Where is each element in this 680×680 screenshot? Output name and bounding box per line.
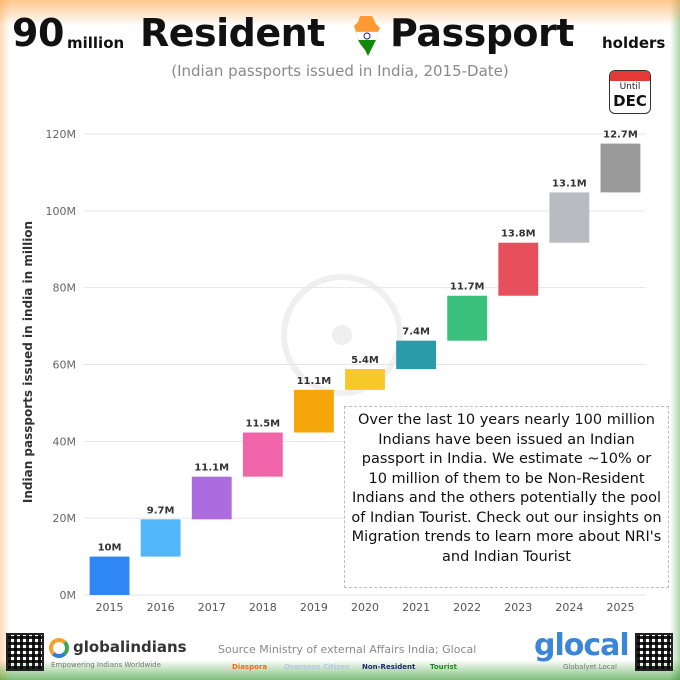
x-tick-labels: 2015 2016 2017 2018 2019 2020 2021 2022 2023 2024… [96,601,635,614]
bar-2023 [498,242,539,296]
calendar-month: DEC [613,92,647,110]
y-tick-label: 0M [60,589,77,602]
y-tick-label: 60M [53,359,77,372]
brand-left-tagline: Empowering Indians Worldwide [51,661,161,669]
india-map-flag-icon [354,16,380,56]
x-tick-label: 2021 [402,601,430,614]
y-tick-label: 20M [53,512,77,525]
bar-value-label: 13.1M [552,178,587,189]
brand-left-name: globalindians [73,638,187,656]
bar-value-label: 11.1M [297,376,332,387]
x-tick-label: 2018 [249,601,277,614]
x-tick-label: 2020 [351,601,379,614]
insight-text-box: Over the last 10 years nearly 100 millio… [344,406,669,588]
bar-value-label: 11.1M [194,463,229,474]
title-word-resident: Resident [140,11,325,55]
bar-2019 [293,389,334,433]
bar-2025 [600,143,641,193]
x-tick-label: 2025 [606,601,634,614]
bar-2017 [191,476,232,520]
title-unit: million [67,34,125,52]
bar-value-label: 5.4M [351,355,379,366]
x-tick-label: 2019 [300,601,328,614]
brand-right-logo: glocal [534,628,630,663]
y-tick-label: 120M [46,128,77,141]
bar-2024 [549,192,590,243]
subtitle: (Indian passports issued in India, 2015-… [171,62,509,80]
bar-value-label: 9.7M [147,505,175,516]
globalindians-logo-icon [49,638,69,658]
brand-right-tagline: Globalyet Local [563,663,617,671]
x-tick-label: 2016 [147,601,175,614]
bar-value-label: 13.8M [501,229,536,240]
x-tick-label: 2024 [555,601,583,614]
legend-non-resident: Non-Resident [362,663,416,671]
x-tick-label: 2017 [198,601,226,614]
chakra-watermark [281,274,403,396]
bar-value-label: 7.4M [402,327,430,338]
qr-code-icon [6,633,44,671]
y-tick-label: 80M [53,282,77,295]
calendar-until: Until [619,82,641,92]
calendar-header [610,71,650,81]
bar-value-label: 11.7M [450,282,485,293]
title-tail: holders [602,34,666,52]
bar-2016 [140,519,181,557]
calendar-icon: Until DEC [609,70,651,114]
bar-value-label: 11.5M [246,418,281,429]
legend-diaspora: Diaspora [232,663,268,671]
y-tick-label: 40M [53,435,77,448]
title-number: 90 [12,11,64,55]
qr-code-icon-right [635,633,673,671]
x-tick-label: 2023 [504,601,532,614]
legend-tourist: Tourist [430,663,458,671]
bar-2018 [242,432,283,477]
bars [89,143,641,595]
bar-2022 [447,295,488,341]
bar-value-label: 10M [98,543,122,554]
y-tick-labels: 0M 20M 40M 60M 80M 100M 120M [46,128,77,602]
y-tick-label: 100M [46,205,77,218]
source-note: Source Ministry of external Affairs Indi… [218,643,477,656]
y-axis-label: Indian passports issued in india in mill… [21,221,35,503]
x-tick-label: 2015 [96,601,124,614]
x-tick-label: 2022 [453,601,481,614]
legend-overseas-citizen: Overseas Citizen [284,663,351,671]
bar-2020 [345,369,385,390]
bar-value-labels: 10M 9.7M 11.1M 11.5M 11.1M 5.4M 7.4M 11.7M 13.8M… [98,130,638,554]
title: 90 million Resident Passport holders [0,8,680,58]
bar-2021 [396,340,437,370]
bar-2015 [89,556,130,595]
bar-value-label: 12.7M [603,130,638,141]
title-word-passport: Passport [390,11,574,55]
